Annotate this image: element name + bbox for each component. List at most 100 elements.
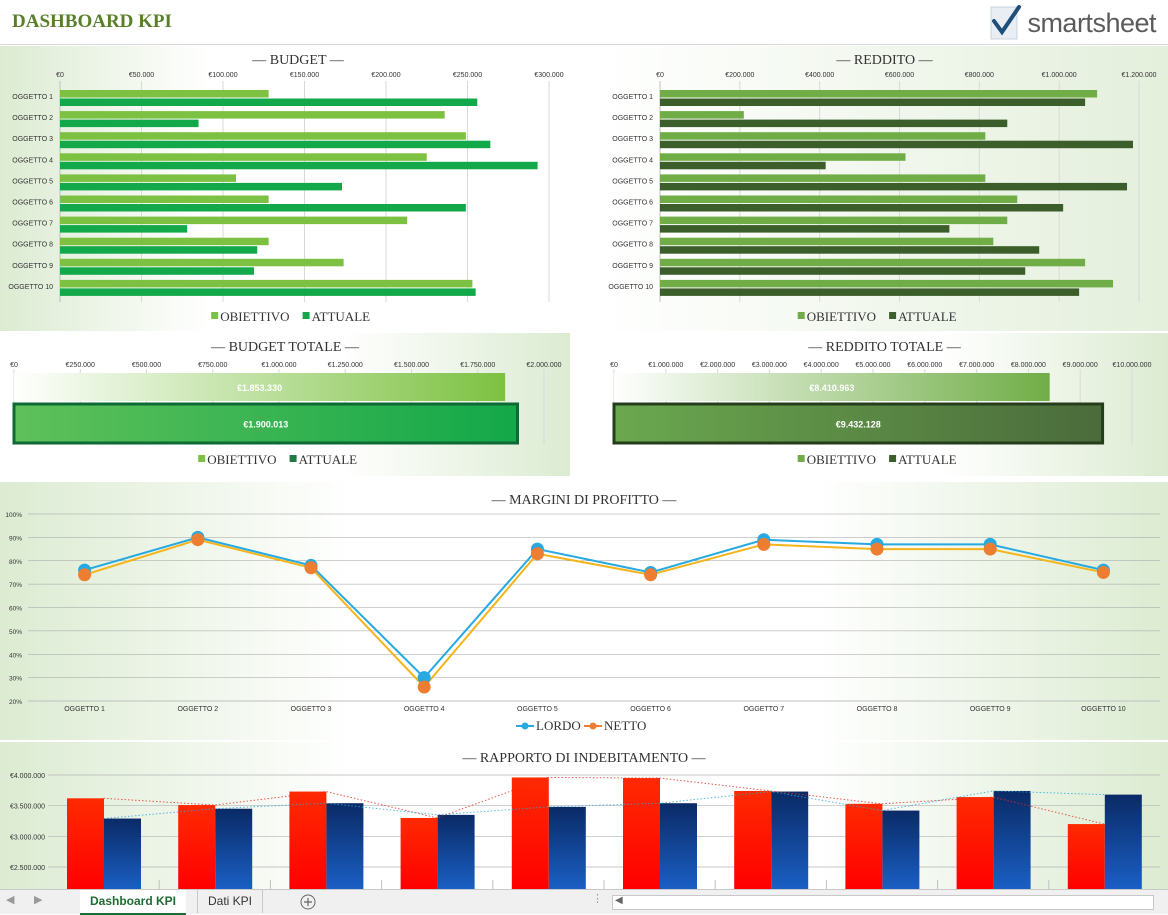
category-label: OGGETTO 4 (12, 157, 53, 164)
category-label: OGGETTO 7 (612, 221, 653, 228)
x-tick-label: €6.000.000 (907, 362, 942, 369)
category-label: OGGETTO 6 (612, 200, 653, 207)
x-tick-label: €200.000 (371, 72, 400, 79)
y-tick-label: 50% (9, 629, 22, 636)
legend-marker-0 (521, 722, 529, 730)
check-logo-icon (990, 5, 1022, 40)
bar-attuale (660, 161, 826, 170)
legend-label-0: OBIETTIVO (807, 309, 876, 324)
bar-edge (612, 402, 1105, 445)
x-tick-label: €10.000.000 (1113, 362, 1152, 369)
point-netto (757, 537, 771, 551)
bar-attuale (660, 98, 1086, 106)
x-tick-label: €0 (610, 362, 618, 369)
sheet-tab-bar: ◀ ▶ Dashboard KPI Dati KPI ⋮ ◀ (0, 889, 1168, 915)
options-icon[interactable]: ⋮ (592, 893, 603, 905)
legend-swatch-0 (198, 455, 206, 462)
bar-red (1067, 824, 1105, 889)
x-tick-label: €1.250.000 (328, 362, 363, 369)
legend-swatch-1 (889, 455, 897, 462)
bar-attuale (60, 119, 199, 128)
legend-label-1: ATTUALE (299, 452, 358, 467)
indebitamento-chart: — RAPPORTO DI INDEBITAMENTO — €2.500.000 €… (10, 751, 1160, 889)
point-netto (304, 561, 318, 575)
trend-line (103, 776, 1105, 825)
bar-obiettivo (660, 90, 1098, 98)
tab-dashboard-kpi[interactable]: Dashboard KPI (80, 890, 187, 915)
x-tick-label: €3.000.000 (752, 362, 787, 369)
margini-panel: — MARGINI DI PROFITTO — 20% 30% 40% 50% 60% 70… (0, 482, 1168, 740)
x-tick-label: €0 (656, 72, 664, 79)
scroll-left-icon[interactable]: ◀ (615, 895, 623, 906)
data-label: €1.853.330 (237, 383, 282, 393)
category-label: OGGETTO 1 (12, 94, 53, 101)
bar-red (734, 790, 772, 889)
data-label: €8.410.963 (809, 383, 854, 393)
bar-attuale (60, 204, 466, 212)
data-label: €9.432.128 (836, 420, 881, 430)
horizontal-scrollbar[interactable]: ◀ (612, 895, 1154, 910)
category-label: OGGETTO 10 (608, 284, 653, 291)
x-tick-label: €1.750.000 (460, 362, 495, 369)
bar-obiettivo (660, 132, 986, 140)
data-label: €1.900.013 (243, 420, 288, 430)
dashboard-header: DASHBOARD KPI smartsheet (0, 0, 1168, 45)
y-tick-label: 60% (9, 606, 22, 613)
x-tick-label: €750.000 (198, 362, 227, 369)
reddito-chart-panel: — REDDITO — €0 €200.000 €400.000 €600.000 €80… (601, 46, 1168, 331)
bar-blue (215, 808, 253, 889)
legend-swatch-0 (797, 312, 805, 319)
bar-attuale (660, 246, 1040, 254)
x-tick-label: €200.000 (725, 72, 754, 79)
tab-dati-kpi[interactable]: Dati KPI (197, 890, 264, 913)
bar-red (400, 817, 438, 889)
y-tick-label: €3.500.000 (10, 804, 45, 811)
bar-obiettivo (660, 216, 1008, 225)
margini-chart: — MARGINI DI PROFITTO — 20% 30% 40% 50% 60% 70… (5, 493, 1160, 733)
bar-obiettivo (60, 258, 344, 267)
bar-blue (437, 814, 475, 889)
chart-title: — MARGINI DI PROFITTO — (491, 493, 678, 508)
x-tick-label: OGGETTO 6 (630, 706, 671, 713)
x-tick-label: €150.000 (290, 72, 319, 79)
tab-next-icon[interactable]: ▶ (34, 894, 43, 906)
bar-attuale (60, 267, 254, 275)
chart-title: — REDDITO TOTALE — (807, 340, 961, 355)
bar-obiettivo (614, 373, 1050, 401)
x-tick-label: €1.200.000 (1121, 72, 1156, 79)
tab-prev-icon[interactable]: ◀ (6, 894, 15, 906)
x-tick-label: OGGETTO 3 (291, 706, 332, 713)
x-tick-label: €2.000.000 (700, 362, 735, 369)
bar-blue (548, 806, 586, 889)
x-tick-label: €1.000.000 (261, 362, 296, 369)
add-sheet-icon[interactable] (300, 894, 316, 910)
y-tick-label: 80% (9, 559, 22, 566)
x-tick-label: €4.000.000 (804, 362, 839, 369)
bar-blue (104, 818, 141, 889)
legend-label-1: NETTO (604, 718, 646, 733)
budget-totale-chart: — BUDGET TOTALE — €0 €250.000 €500.000 €750.… (10, 340, 562, 467)
x-tick-label: €800.000 (965, 72, 994, 79)
bar-attuale (660, 267, 1026, 275)
category-label: OGGETTO 3 (612, 136, 653, 143)
x-tick-label: €5.000.000 (855, 362, 890, 369)
bar-red (623, 778, 660, 889)
point-lordo (417, 671, 431, 685)
legend-label-1: ATTUALE (898, 309, 957, 324)
bar-obiettivo (14, 373, 506, 401)
trend-line (103, 790, 1105, 820)
x-tick-label: OGGETTO 9 (970, 706, 1011, 713)
smartsheet-logo: smartsheet (989, 4, 1156, 42)
point-netto (417, 680, 431, 694)
x-tick-label: €1.000.000 (1042, 72, 1077, 79)
chart-title: — RAPPORTO DI INDEBITAMENTO — (461, 751, 706, 766)
bar-obiettivo (660, 237, 994, 246)
x-tick-label: €7.000.000 (959, 362, 994, 369)
bar-blue (326, 803, 364, 889)
x-tick-label: €2.000.000 (526, 362, 561, 369)
y-tick-label: 30% (9, 676, 22, 683)
scrollbar-thumb[interactable] (627, 897, 1097, 908)
point-netto (983, 542, 997, 556)
point-netto (644, 568, 658, 582)
series-line-netto (84, 538, 1104, 689)
